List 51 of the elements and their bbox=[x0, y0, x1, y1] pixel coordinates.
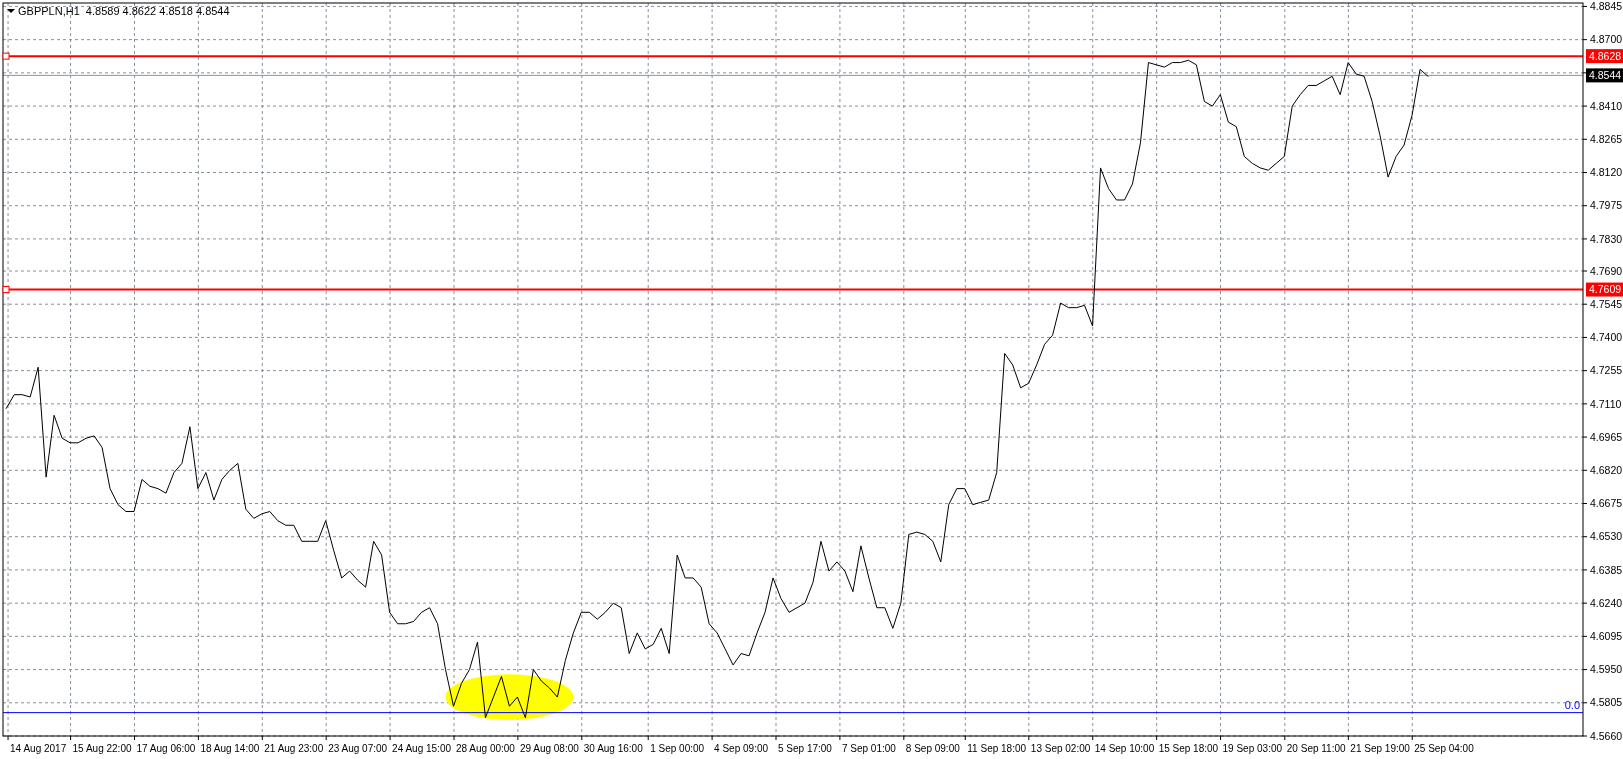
x-tick-label: 17 Aug 06:00 bbox=[136, 743, 196, 754]
x-tick-label: 13 Sep 02:00 bbox=[1030, 743, 1091, 754]
x-tick-label: 5 Sep 17:00 bbox=[778, 743, 833, 754]
x-tick-label: 1 Sep 00:00 bbox=[650, 743, 705, 754]
ref-line-label: 4.7609 bbox=[1589, 283, 1622, 296]
chart-title: GBPPLN,H1 4.8589 4.8622 4.8518 4.8544 bbox=[18, 5, 230, 17]
y-tick-label: 4.6095 bbox=[1590, 630, 1623, 643]
y-tick-label: 4.6240 bbox=[1590, 596, 1623, 609]
y-tick-label: 4.7830 bbox=[1590, 232, 1623, 245]
x-tick-label: 14 Sep 10:00 bbox=[1094, 743, 1155, 754]
x-tick-label: 21 Aug 23:00 bbox=[264, 743, 324, 754]
x-tick-label: 30 Aug 16:00 bbox=[583, 743, 644, 754]
y-tick-label: 4.8120 bbox=[1590, 166, 1623, 179]
y-tick-label: 4.5805 bbox=[1590, 696, 1623, 709]
x-tick-label: 23 Aug 07:00 bbox=[328, 743, 388, 754]
y-tick-label: 4.8410 bbox=[1590, 99, 1623, 112]
x-tick-label: 14 Aug 2017 bbox=[10, 743, 67, 754]
x-tick-label: 4 Sep 09:00 bbox=[714, 743, 769, 754]
x-tick-label: 24 Aug 15:00 bbox=[392, 743, 452, 754]
line-series bbox=[5, 59, 1429, 719]
y-tick-label: 4.5660 bbox=[1590, 729, 1623, 742]
x-tick-label: 11 Sep 18:00 bbox=[967, 743, 1027, 754]
y-tick-label: 4.6530 bbox=[1590, 530, 1623, 543]
x-tick-label: 18 Aug 14:00 bbox=[200, 743, 260, 754]
y-tick-label: 4.7110 bbox=[1590, 397, 1622, 410]
x-tick-label: 28 Aug 00:00 bbox=[455, 743, 516, 754]
y-tick-label: 4.8845 bbox=[1590, 0, 1623, 13]
y-tick-label: 4.7975 bbox=[1590, 199, 1623, 212]
y-tick-label: 4.6385 bbox=[1590, 563, 1623, 576]
y-tick-label: 4.6820 bbox=[1590, 463, 1623, 476]
x-tick-label: 19 Sep 03:00 bbox=[1222, 743, 1283, 754]
ref-line-label: 4.8544 bbox=[1589, 69, 1622, 82]
y-tick-label: 4.5950 bbox=[1590, 663, 1623, 676]
y-tick-label: 4.7255 bbox=[1590, 364, 1623, 377]
y-tick-label: 4.6675 bbox=[1590, 497, 1623, 510]
y-tick-label: 4.8265 bbox=[1590, 132, 1623, 145]
x-tick-label: 15 Sep 18:00 bbox=[1158, 743, 1219, 754]
x-tick-label: 29 Aug 08:00 bbox=[519, 743, 580, 754]
x-tick-label: 21 Sep 19:00 bbox=[1350, 743, 1411, 754]
x-tick-label: 25 Sep 04:00 bbox=[1414, 743, 1475, 754]
x-tick-label: 15 Aug 22:00 bbox=[72, 743, 132, 754]
x-tick-label: 8 Sep 09:00 bbox=[905, 743, 961, 754]
annotation: 0.0 bbox=[1564, 698, 1580, 711]
y-tick-label: 4.8700 bbox=[1590, 33, 1623, 46]
x-tick-label: 7 Sep 01:00 bbox=[841, 743, 897, 754]
y-tick-label: 4.7400 bbox=[1590, 331, 1623, 344]
y-tick-label: 4.7545 bbox=[1590, 297, 1623, 310]
y-tick-label: 4.7690 bbox=[1590, 264, 1623, 277]
ref-line-label: 4.8628 bbox=[1589, 49, 1622, 62]
y-tick-label: 4.6965 bbox=[1590, 430, 1623, 443]
x-tick-label: 20 Sep 11:00 bbox=[1286, 743, 1347, 754]
